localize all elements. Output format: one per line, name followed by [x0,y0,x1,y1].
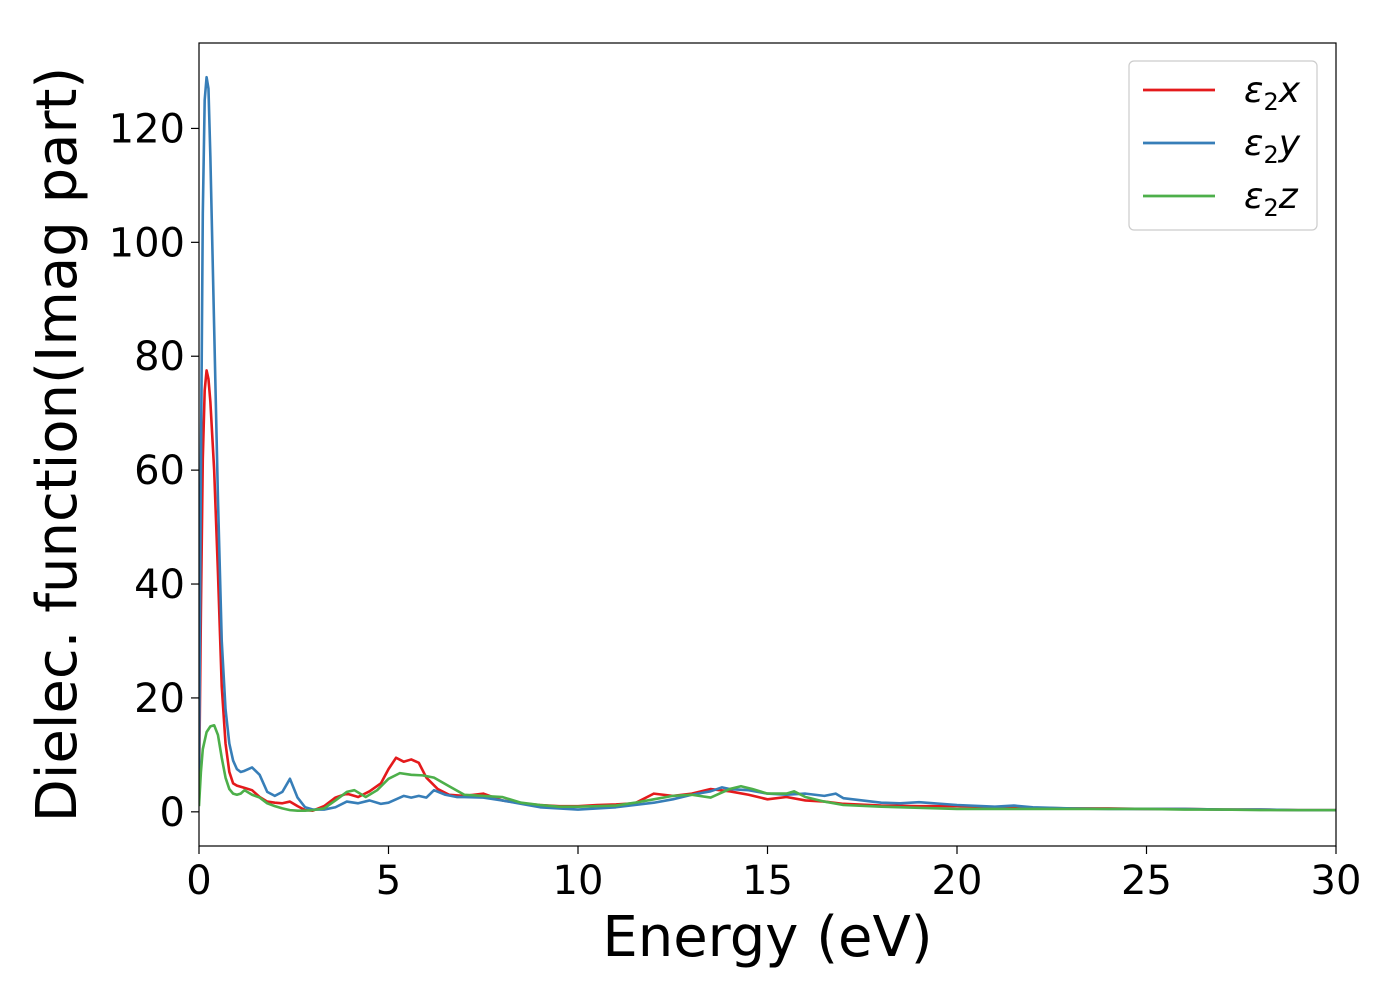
x-tick-label: 30 [1311,858,1362,904]
x-axis-title: Energy (eV) [602,905,932,970]
legend-label: ε2y [1244,123,1301,169]
legend-label: ε2z [1244,176,1299,222]
legend-item-z: ε2z [1143,176,1299,222]
y-tick-label: 120 [109,106,185,152]
x-tick-label: 15 [742,858,793,904]
y-tick-label: 100 [109,220,185,266]
x-tick-label: 10 [553,858,604,904]
x-tick-label: 5 [376,858,401,904]
legend-box [1128,60,1318,231]
x-tick-label: 20 [932,858,983,904]
y-tick-label: 60 [134,448,185,494]
x-tick-label: 0 [186,858,211,904]
y-tick-label: 40 [134,562,185,608]
x-axis-ticks: 0 5 10 15 20 25 30 [186,846,1361,904]
x-tick-label: 25 [1121,858,1172,904]
legend-label: ε2x [1244,70,1301,116]
series-line-x [199,369,1336,812]
y-tick-label: 20 [134,676,185,722]
legend-item-y: ε2y [1143,123,1301,169]
y-axis-title: Dielec. function(Imag part) [25,67,90,823]
legend: ε2x ε2y ε2z [1128,60,1318,231]
legend-item-x: ε2x [1143,70,1301,116]
y-tick-label: 80 [134,334,185,380]
y-axis-ticks: 0 20 40 60 80 100 120 [109,106,199,836]
y-tick-label: 0 [160,790,185,836]
series-line-z [199,723,1336,812]
series-layer [199,75,1336,812]
series-line-y [199,75,1336,812]
